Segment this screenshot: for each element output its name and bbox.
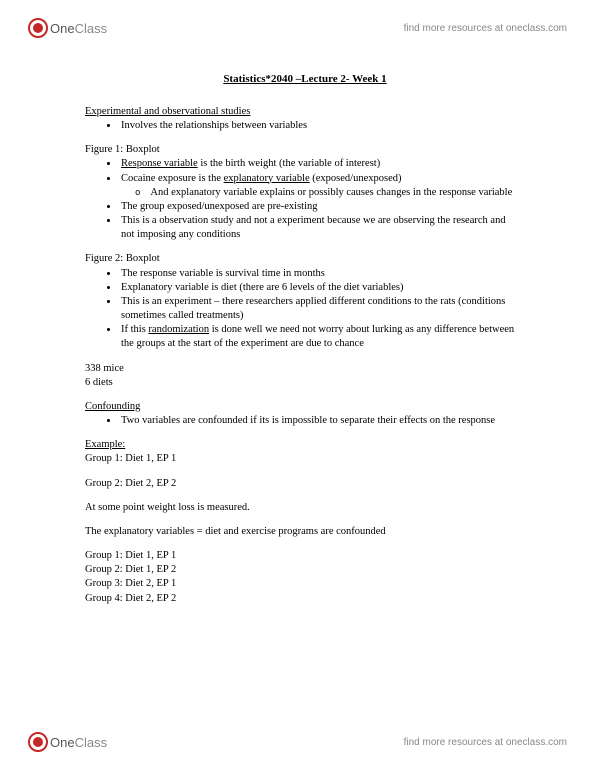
figure-heading-2: Figure 2: Boxplot xyxy=(85,252,525,266)
list-item: This is a observation study and not a ex… xyxy=(119,214,525,242)
underline-term: Response variable xyxy=(121,158,198,169)
bullet-list: Two variables are confounded if its is i… xyxy=(85,414,525,428)
brand-part1: One xyxy=(50,21,75,36)
brand-logo[interactable]: OneClass xyxy=(28,18,107,38)
list-item: If this randomization is done well we ne… xyxy=(119,323,525,351)
text-line: 338 mice xyxy=(85,362,525,376)
brand-logo-icon xyxy=(28,732,48,752)
section-heading-experimental: Experimental and observational studies xyxy=(85,105,525,119)
brand-part2: Class xyxy=(75,735,108,750)
list-item: This is an experiment – there researcher… xyxy=(119,295,525,323)
text-line: At some point weight loss is measured. xyxy=(85,501,525,515)
brand-logo[interactable]: OneClass xyxy=(28,732,107,752)
brand-logo-text: OneClass xyxy=(50,21,107,36)
list-item: Involves the relationships between varia… xyxy=(119,119,525,133)
section-heading-confounding: Confounding xyxy=(85,400,525,414)
text-line: The explanatory variables = diet and exe… xyxy=(85,525,525,539)
brand-part2: Class xyxy=(75,21,108,36)
underline-term: explanatory variable xyxy=(224,173,310,184)
text-line: Group 1: Diet 1, EP 1 xyxy=(85,549,525,563)
bullet-list: Response variable is the birth weight (t… xyxy=(85,157,525,242)
header-bar: OneClass find more resources at oneclass… xyxy=(0,18,595,38)
list-item: Two variables are confounded if its is i… xyxy=(119,414,525,428)
text-line: Group 1: Diet 1, EP 1 xyxy=(85,452,525,466)
bullet-list: The response variable is survival time i… xyxy=(85,267,525,352)
text: (exposed/unexposed) xyxy=(310,173,402,184)
section-heading-example: Example: xyxy=(85,438,525,452)
list-item: Cocaine exposure is the explanatory vari… xyxy=(119,172,525,200)
list-item: Response variable is the birth weight (t… xyxy=(119,157,525,171)
text-line: Group 4: Diet 2, EP 2 xyxy=(85,592,525,606)
text-line: Group 2: Diet 2, EP 2 xyxy=(85,477,525,491)
text-line: Group 2: Diet 1, EP 2 xyxy=(85,563,525,577)
text-line: 6 diets xyxy=(85,376,525,390)
underline-term: randomization xyxy=(148,324,209,335)
bullet-list: Involves the relationships between varia… xyxy=(85,119,525,133)
text: is the birth weight (the variable of int… xyxy=(198,158,381,169)
list-item: And explanatory variable explains or pos… xyxy=(149,186,521,200)
footer-link[interactable]: find more resources at oneclass.com xyxy=(404,737,567,748)
sub-list: And explanatory variable explains or pos… xyxy=(121,186,521,200)
footer-bar: OneClass find more resources at oneclass… xyxy=(0,732,595,752)
text: If this xyxy=(121,324,148,335)
text: Cocaine exposure is the xyxy=(121,173,224,184)
figure-heading-1: Figure 1: Boxplot xyxy=(85,143,525,157)
document-content: Statistics*2040 –Lecture 2- Week 1 Exper… xyxy=(85,72,525,606)
list-item: The group exposed/unexposed are pre-exis… xyxy=(119,200,525,214)
list-item: The response variable is survival time i… xyxy=(119,267,525,281)
brand-logo-text: OneClass xyxy=(50,735,107,750)
header-link[interactable]: find more resources at oneclass.com xyxy=(404,23,567,34)
text-line: Group 3: Diet 2, EP 1 xyxy=(85,577,525,591)
page-title: Statistics*2040 –Lecture 2- Week 1 xyxy=(85,72,525,87)
brand-part1: One xyxy=(50,735,75,750)
brand-logo-icon xyxy=(28,18,48,38)
list-item: Explanatory variable is diet (there are … xyxy=(119,281,525,295)
